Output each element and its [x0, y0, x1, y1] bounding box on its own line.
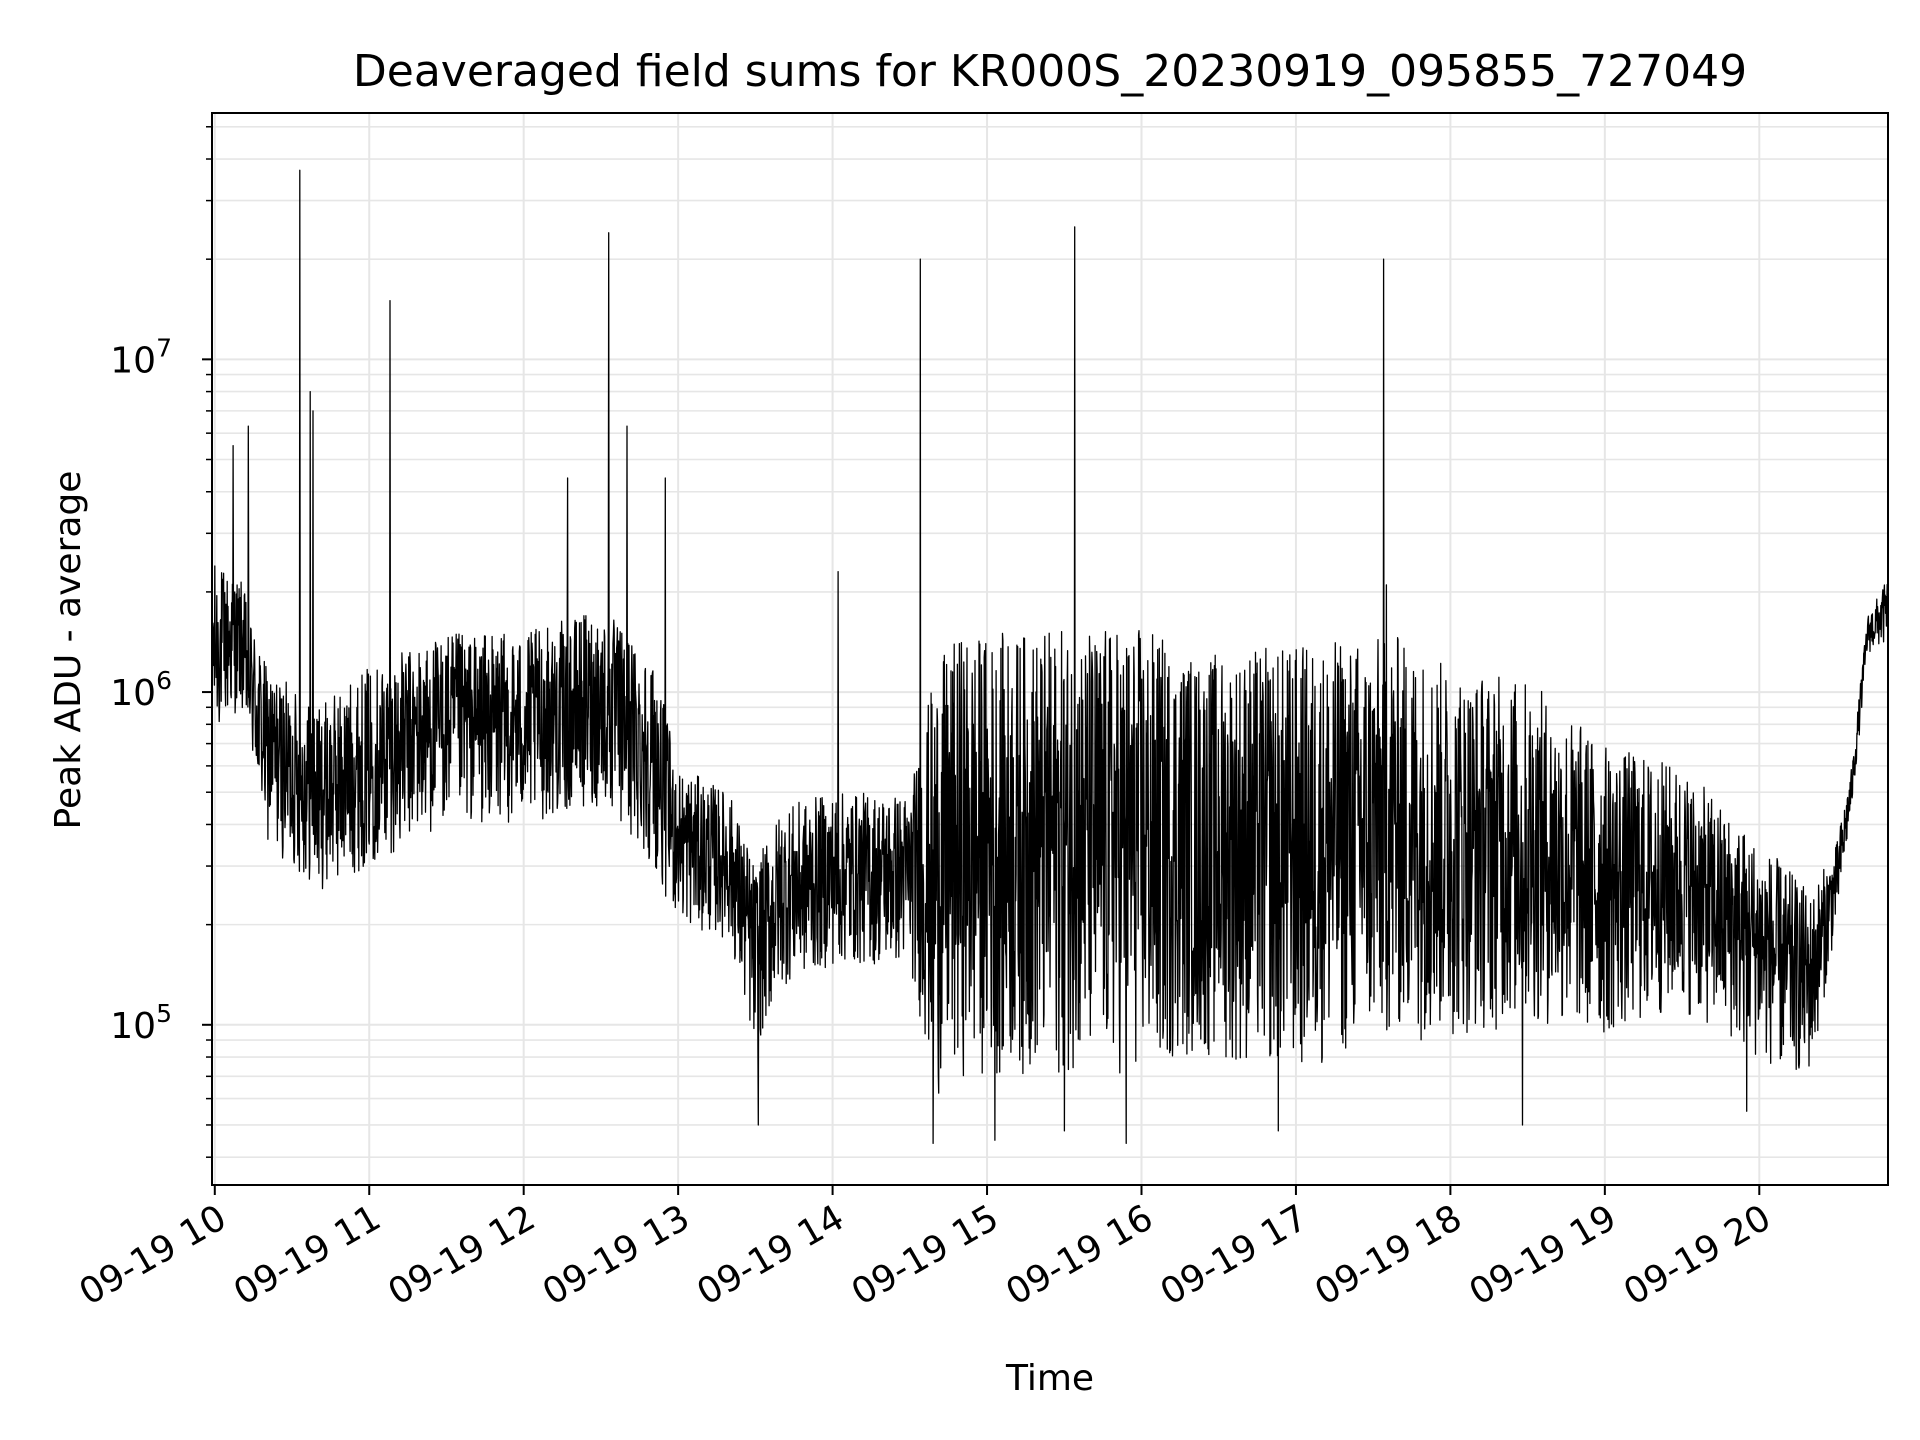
x-axis-label: Time — [1005, 1358, 1094, 1399]
y-tick-label: 107 — [110, 333, 172, 381]
y-tick-label: 105 — [110, 999, 172, 1047]
y-axis: 105 106 107 — [110, 126, 212, 1158]
y-axis-label: Peak ADU - average — [48, 471, 89, 830]
plot-frame — [211, 112, 1889, 1186]
series-path — [211, 169, 1889, 1145]
chart-title: Deaveraged field sums for KR000S_2023091… — [353, 46, 1747, 97]
series-line — [211, 169, 1889, 1145]
y-tick-label: 106 — [110, 666, 172, 714]
